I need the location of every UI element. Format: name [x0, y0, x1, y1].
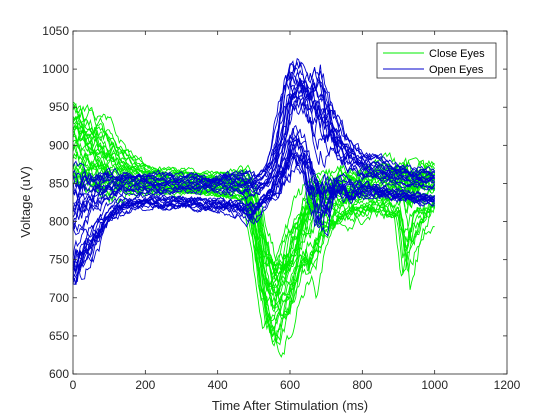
legend-label-open-eyes: Open Eyes	[429, 64, 484, 76]
legend: Close Eyes Open Eyes	[377, 43, 496, 78]
y-tick-label: 900	[49, 138, 69, 152]
y-tick-label: 600	[49, 367, 69, 381]
legend-label-close-eyes: Close Eyes	[429, 48, 485, 60]
y-axis-label: Voltage (uV)	[18, 166, 33, 238]
y-tick-label: 650	[49, 329, 69, 343]
y-tick-label: 850	[49, 176, 69, 190]
y-tick-label: 1050	[42, 24, 69, 38]
x-tick-label: 200	[135, 378, 155, 392]
y-tick-label: 950	[49, 100, 69, 114]
x-tick-label: 600	[280, 378, 300, 392]
x-tick-label: 1000	[421, 378, 448, 392]
x-axis-label: Time After Stimulation (ms)	[212, 398, 368, 413]
x-tick-label: 400	[208, 378, 228, 392]
x-tick-label: 1200	[494, 378, 521, 392]
y-tick-label: 700	[49, 291, 69, 305]
x-tick-label: 800	[352, 378, 372, 392]
y-tick-label: 1000	[42, 62, 69, 76]
x-tick-label: 0	[70, 378, 77, 392]
y-tick-label: 750	[49, 253, 69, 267]
y-tick-label: 800	[49, 215, 69, 229]
